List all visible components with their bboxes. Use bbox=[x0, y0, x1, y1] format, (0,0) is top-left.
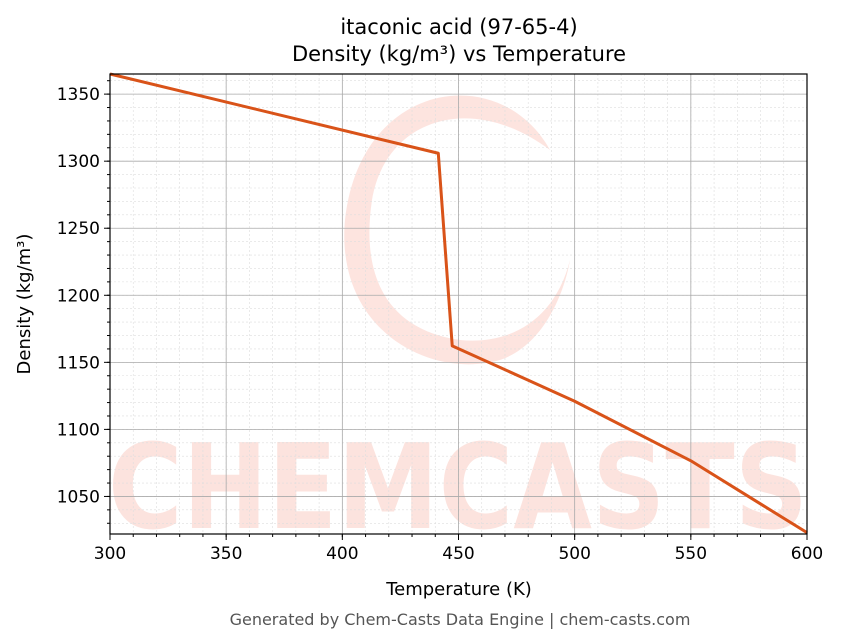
x-tick-label: 450 bbox=[442, 544, 474, 564]
x-tick-label: 600 bbox=[791, 544, 823, 564]
y-tick-label: 1050 bbox=[57, 487, 100, 507]
footer-credit: Generated by Chem-Casts Data Engine | ch… bbox=[230, 610, 691, 629]
y-tick-label: 1150 bbox=[57, 353, 100, 373]
chemcasts-watermark: CHEMCASTS bbox=[108, 95, 808, 556]
y-tick-label: 1250 bbox=[57, 219, 100, 239]
y-axis-label: Density (kg/m³) bbox=[14, 234, 35, 375]
density-line bbox=[109, 72, 808, 534]
chart-subtitle: Density (kg/m³) vs Temperature bbox=[292, 42, 626, 66]
svg-text:CHEMCASTS: CHEMCASTS bbox=[108, 418, 808, 556]
x-tick-label: 400 bbox=[326, 544, 358, 564]
x-axis-label: Temperature (K) bbox=[385, 579, 532, 600]
y-tick-label: 1300 bbox=[57, 152, 100, 172]
chart-title: itaconic acid (97-65-4) bbox=[340, 15, 577, 39]
plot-frame bbox=[109, 73, 808, 535]
y-tick-label: 1100 bbox=[57, 420, 100, 440]
x-tick-label: 350 bbox=[210, 544, 242, 564]
x-tick-label: 550 bbox=[675, 544, 707, 564]
x-tick-label: 300 bbox=[94, 544, 126, 564]
y-tick-label: 1200 bbox=[57, 286, 100, 306]
x-tick-label: 500 bbox=[558, 544, 590, 564]
y-tick-label: 1350 bbox=[57, 85, 100, 105]
